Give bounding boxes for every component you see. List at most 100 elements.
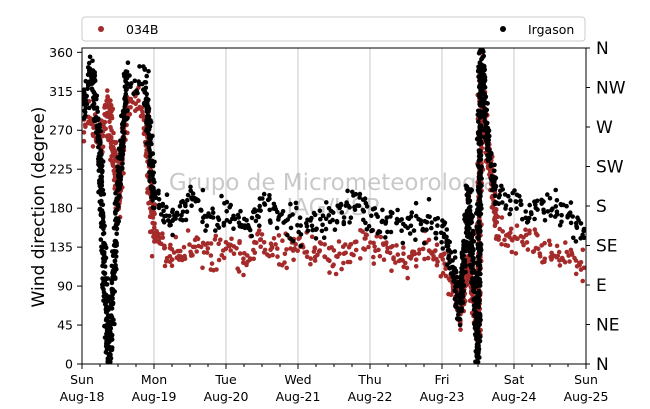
- data-point: [354, 239, 359, 244]
- y-tick-label: 225: [49, 162, 73, 177]
- data-point: [458, 327, 463, 332]
- data-point: [169, 257, 175, 262]
- data-point: [470, 255, 476, 261]
- data-point: [87, 54, 93, 60]
- data-point: [297, 215, 303, 220]
- data-point: [291, 238, 296, 244]
- data-point: [333, 271, 339, 277]
- data-point: [477, 283, 483, 288]
- data-point: [477, 184, 482, 190]
- data-point: [478, 241, 483, 246]
- data-point: [259, 232, 265, 237]
- data-point: [463, 269, 468, 275]
- data-point: [460, 250, 465, 256]
- data-point: [517, 193, 522, 199]
- data-point: [285, 232, 290, 238]
- data-point: [471, 287, 477, 293]
- direction-label: NW: [596, 79, 626, 99]
- data-point: [471, 239, 477, 244]
- data-point: [322, 242, 328, 247]
- data-point: [140, 109, 145, 115]
- data-point: [165, 218, 171, 223]
- data-point: [485, 139, 491, 145]
- data-point: [486, 128, 492, 133]
- data-point: [477, 258, 482, 264]
- data-point: [108, 98, 113, 103]
- data-point: [184, 209, 190, 214]
- data-point: [210, 206, 215, 211]
- data-point: [98, 150, 103, 156]
- data-point: [108, 135, 114, 140]
- data-point: [334, 218, 340, 224]
- data-point: [452, 288, 458, 293]
- data-point: [326, 213, 332, 218]
- data-point: [83, 105, 89, 111]
- data-point: [113, 149, 118, 154]
- data-point: [105, 276, 111, 281]
- data-point: [257, 203, 263, 209]
- data-point: [173, 216, 178, 221]
- data-point: [509, 249, 515, 255]
- data-point: [194, 198, 199, 204]
- data-point: [99, 177, 104, 182]
- data-point: [514, 206, 519, 211]
- data-point: [216, 241, 221, 247]
- data-point: [150, 161, 155, 167]
- data-point: [255, 232, 260, 237]
- data-point: [418, 221, 424, 227]
- data-point: [146, 140, 151, 145]
- data-point: [119, 153, 125, 159]
- data-point: [476, 93, 482, 98]
- data-point: [399, 217, 405, 222]
- data-point: [479, 164, 484, 170]
- data-point: [554, 243, 560, 249]
- data-point: [185, 228, 191, 233]
- data-point: [112, 259, 118, 264]
- data-point: [435, 216, 441, 221]
- data-point: [144, 73, 149, 79]
- data-point: [284, 265, 290, 271]
- data-point: [425, 255, 431, 261]
- data-point: [258, 237, 264, 242]
- data-point: [101, 243, 106, 249]
- data-point: [205, 241, 211, 246]
- data-point: [293, 241, 298, 247]
- data-point: [198, 244, 204, 250]
- data-point: [576, 218, 581, 223]
- data-point: [98, 237, 104, 242]
- data-point: [136, 98, 141, 103]
- data-point: [452, 249, 458, 254]
- data-point: [123, 69, 129, 74]
- data-point: [338, 201, 344, 207]
- data-point: [100, 159, 106, 164]
- data-point: [570, 214, 575, 219]
- data-point: [308, 256, 314, 261]
- data-point: [188, 184, 193, 190]
- data-point: [256, 214, 261, 220]
- data-point: [336, 239, 342, 244]
- data-point: [353, 191, 359, 197]
- data-point: [234, 246, 239, 251]
- data-point: [496, 195, 502, 200]
- data-point: [413, 213, 419, 219]
- data-point: [267, 207, 273, 213]
- data-point: [459, 275, 465, 280]
- data-point: [424, 220, 430, 225]
- data-point: [413, 237, 418, 242]
- data-point: [143, 85, 149, 91]
- data-point: [416, 251, 422, 256]
- data-point: [269, 244, 275, 250]
- data-point: [542, 218, 548, 223]
- data-point: [523, 209, 528, 214]
- data-point: [413, 200, 419, 206]
- data-point: [418, 218, 424, 223]
- scatter-points: [81, 47, 587, 365]
- data-point: [563, 240, 568, 245]
- data-point: [400, 240, 406, 246]
- data-point: [476, 211, 481, 216]
- data-point: [478, 279, 483, 285]
- data-point: [280, 209, 286, 214]
- data-point: [282, 251, 288, 257]
- data-point: [100, 133, 106, 139]
- data-point: [439, 240, 444, 245]
